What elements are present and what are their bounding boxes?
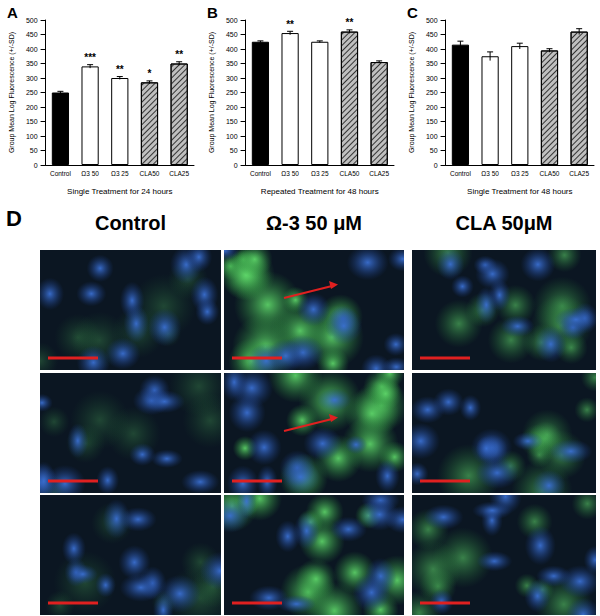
- svg-text:Control: Control: [450, 170, 472, 177]
- svg-text:150: 150: [426, 118, 438, 125]
- svg-text:Ω3 25: Ω3 25: [511, 170, 529, 177]
- svg-text:100: 100: [226, 133, 238, 140]
- svg-text:100: 100: [426, 133, 438, 140]
- svg-text:CLA50: CLA50: [340, 170, 360, 177]
- svg-text:A: A: [7, 4, 18, 21]
- svg-text:*: *: [148, 68, 152, 79]
- svg-text:Single Treatment for 24 hours: Single Treatment for 24 hours: [67, 187, 172, 196]
- svg-text:200: 200: [426, 104, 438, 111]
- svg-text:**: **: [346, 17, 354, 28]
- svg-text:Control: Control: [250, 170, 272, 177]
- svg-text:B: B: [207, 4, 218, 21]
- svg-text:500: 500: [426, 17, 438, 24]
- svg-text:***: ***: [84, 52, 96, 63]
- svg-text:C: C: [407, 4, 418, 21]
- html-text:Ω-3 50 μM: Ω-3 50 μM: [266, 212, 362, 234]
- svg-text:350: 350: [26, 60, 38, 67]
- svg-text:50: 50: [30, 147, 38, 154]
- svg-text:Group Mean Log Fluorescence (+: Group Mean Log Fluorescence (+/-SD): [8, 32, 16, 153]
- html-text:CLA 50μM: CLA 50μM: [455, 212, 553, 234]
- svg-text:**: **: [175, 49, 183, 60]
- svg-text:250: 250: [26, 89, 38, 96]
- svg-text:300: 300: [226, 75, 238, 82]
- svg-text:CLA50: CLA50: [140, 170, 160, 177]
- svg-text:50: 50: [230, 147, 238, 154]
- html-text:Control: Control: [95, 212, 166, 234]
- svg-text:Group Mean Log Fluorescence (+: Group Mean Log Fluorescence (+/-SD): [408, 32, 416, 153]
- svg-text:250: 250: [426, 89, 438, 96]
- svg-text:400: 400: [426, 46, 438, 53]
- svg-text:CLA25: CLA25: [369, 170, 389, 177]
- svg-text:CLA25: CLA25: [169, 170, 189, 177]
- svg-text:150: 150: [226, 118, 238, 125]
- svg-text:200: 200: [226, 104, 238, 111]
- svg-text:450: 450: [426, 31, 438, 38]
- svg-text:450: 450: [226, 31, 238, 38]
- svg-text:CLA25: CLA25: [569, 170, 589, 177]
- svg-text:250: 250: [226, 89, 238, 96]
- svg-text:Ω3 50: Ω3 50: [481, 170, 499, 177]
- html-text:D: D: [6, 206, 22, 231]
- svg-text:Repeated Treatment for 48 hour: Repeated Treatment for 48 hours: [261, 187, 379, 196]
- svg-text:400: 400: [226, 46, 238, 53]
- svg-text:200: 200: [26, 104, 38, 111]
- svg-text:450: 450: [26, 31, 38, 38]
- svg-text:Control: Control: [50, 170, 72, 177]
- svg-text:300: 300: [26, 75, 38, 82]
- svg-text:Group Mean Log Fluorescence (+: Group Mean Log Fluorescence (+/-SD): [208, 32, 216, 153]
- svg-text:500: 500: [26, 17, 38, 24]
- svg-text:Ω3 50: Ω3 50: [81, 170, 99, 177]
- svg-text:**: **: [286, 19, 294, 30]
- svg-text:300: 300: [426, 75, 438, 82]
- svg-text:0: 0: [234, 162, 238, 169]
- svg-text:Ω3 50: Ω3 50: [281, 170, 299, 177]
- svg-text:Ω3 25: Ω3 25: [311, 170, 329, 177]
- svg-text:50: 50: [430, 147, 438, 154]
- svg-text:0: 0: [434, 162, 438, 169]
- svg-text:Ω3 25: Ω3 25: [111, 170, 129, 177]
- svg-text:CLA50: CLA50: [540, 170, 560, 177]
- svg-text:350: 350: [426, 60, 438, 67]
- svg-text:**: **: [116, 64, 124, 75]
- svg-text:400: 400: [26, 46, 38, 53]
- svg-text:0: 0: [34, 162, 38, 169]
- svg-text:500: 500: [226, 17, 238, 24]
- svg-text:100: 100: [26, 133, 38, 140]
- svg-text:350: 350: [226, 60, 238, 67]
- svg-text:150: 150: [26, 118, 38, 125]
- svg-text:Single Treatment for 48 hours: Single Treatment for 48 hours: [467, 187, 572, 196]
